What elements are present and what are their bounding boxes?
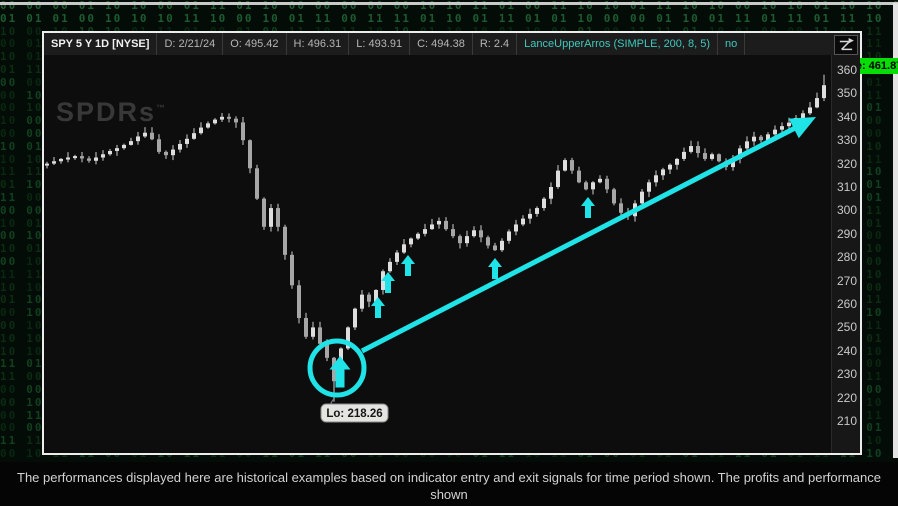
price-axis[interactable]: 360 350 340 330 320 310 300 290 280 270 260 250 240 2… [831, 55, 860, 453]
price-axis-tick: 290 [837, 226, 858, 241]
price-axis-tick: 350 [837, 86, 858, 101]
matrix-row: 01 01 01 00 10 10 10 11 10 00 10 01 11 00 11 11 01 10 01 11… [0, 11, 898, 25]
price-axis-tick: 280 [837, 250, 858, 265]
price-axis-tick: 320 [837, 156, 858, 171]
price-axis-tick: 360 [837, 63, 858, 77]
header-segment-readout-2: O: 495.42 [223, 33, 287, 55]
header-segment-symbol-0[interactable]: SPY 5 Y 1D [NYSE] [44, 33, 158, 55]
chart-header-bar: SPY 5 Y 1D [NYSE] D: 2/21/24 O: 495.42 H: 4… [44, 33, 860, 55]
right-edge-strip [893, 3, 898, 458]
header-segment-readout-1: D: 2/21/24 [157, 33, 224, 55]
price-axis-tick: 260 [837, 297, 858, 311]
spdrs-watermark: SPDRs™ [56, 97, 168, 127]
header-segment-readout-3: H: 496.31 [287, 33, 350, 55]
price-axis-tick: 310 [837, 180, 858, 194]
header-segment-readout-6: R: 2.4 [473, 33, 518, 55]
price-axis-tick: 240 [837, 343, 858, 358]
disclaimer-line-2: are not based on any sort of typicality … [0, 503, 898, 506]
drawing-tool-button[interactable] [834, 35, 858, 55]
price-axis-tick: 340 [837, 109, 858, 124]
header-segment-readout-5: C: 494.38 [410, 33, 473, 55]
chart-plot-area[interactable]: SPDRs™ 360 350 340 330 320 310 300 290 280 270 260… [44, 55, 860, 453]
zigzag-trendline-icon [839, 38, 854, 51]
header-segment-study-8[interactable]: no [718, 33, 746, 55]
price-axis-tick: 300 [837, 203, 858, 218]
disclaimer-bar: The performances displayed here are hist… [0, 462, 898, 506]
price-axis-tick: 210 [837, 414, 858, 428]
price-axis-tick: 330 [837, 133, 858, 148]
top-edge-strip [0, 2, 898, 5]
disclaimer-line-1: The performances displayed here are hist… [17, 470, 881, 502]
price-axis-tick: 230 [837, 367, 858, 382]
price-axis-tick: 270 [837, 273, 858, 288]
price-axis-tick: 220 [837, 390, 858, 405]
chart-panel: SPY 5 Y 1D [NYSE] D: 2/21/24 O: 495.42 H: 4… [42, 31, 898, 455]
price-axis-tick: 250 [837, 320, 858, 335]
header-segment-study-7[interactable]: LanceUpperArros (SIMPLE, 200, 8, 5) [517, 33, 719, 55]
header-segment-readout-4: L: 493.91 [349, 33, 411, 55]
matrix-row: 00 00 00 01 10 10 00 01 11 01 10 00 00 00 00 00 10 10 11 01… [0, 0, 898, 12]
